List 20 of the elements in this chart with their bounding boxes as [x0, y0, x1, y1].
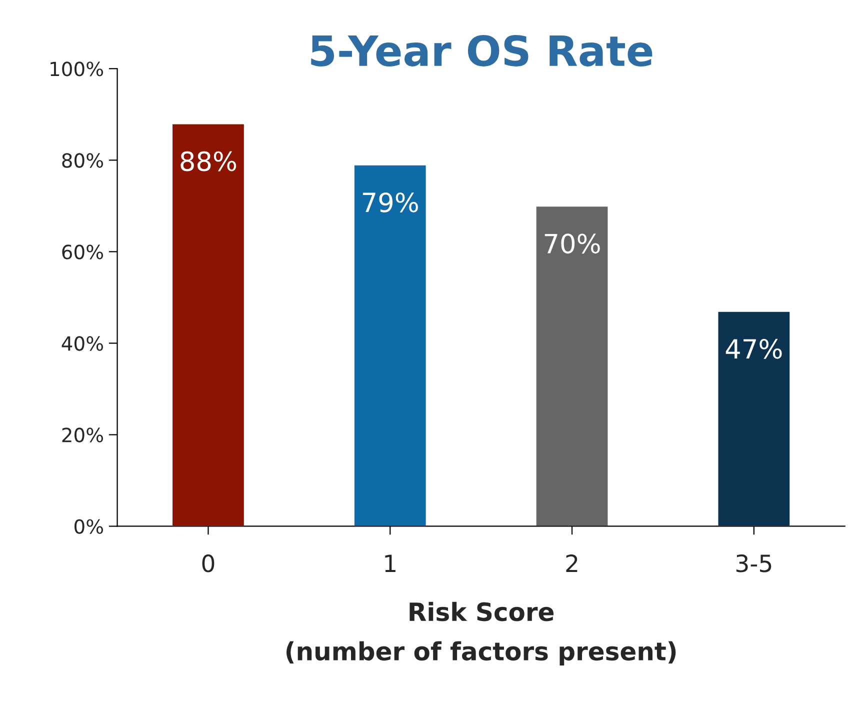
- y-tick-label: 80%: [62, 153, 104, 168]
- data-label: 70%: [544, 234, 600, 254]
- y-tick-label: 60%: [62, 244, 104, 260]
- x-tick-label: 2: [566, 554, 578, 572]
- chart-title: 5-Year OS Rate: [311, 34, 652, 66]
- y-tick-label: 40%: [62, 336, 104, 351]
- y-tick-label: 100%: [50, 62, 104, 76]
- y-tick-label: 20%: [62, 428, 104, 442]
- y-tick-label: 0%: [74, 519, 104, 534]
- x-tick-label: 0: [202, 554, 214, 572]
- data-label: 47%: [726, 338, 782, 359]
- bar: [534, 205, 610, 526]
- x-tick-label: 1: [385, 554, 396, 572]
- x-tick-label: 3-5: [736, 554, 772, 572]
- data-label: 88%: [180, 151, 236, 172]
- x-axis-title: Risk Score (number of factors present): [286, 602, 676, 666]
- bar: [353, 164, 428, 526]
- data-label: 79%: [362, 192, 418, 212]
- bar: [716, 310, 791, 526]
- bar: [171, 122, 246, 526]
